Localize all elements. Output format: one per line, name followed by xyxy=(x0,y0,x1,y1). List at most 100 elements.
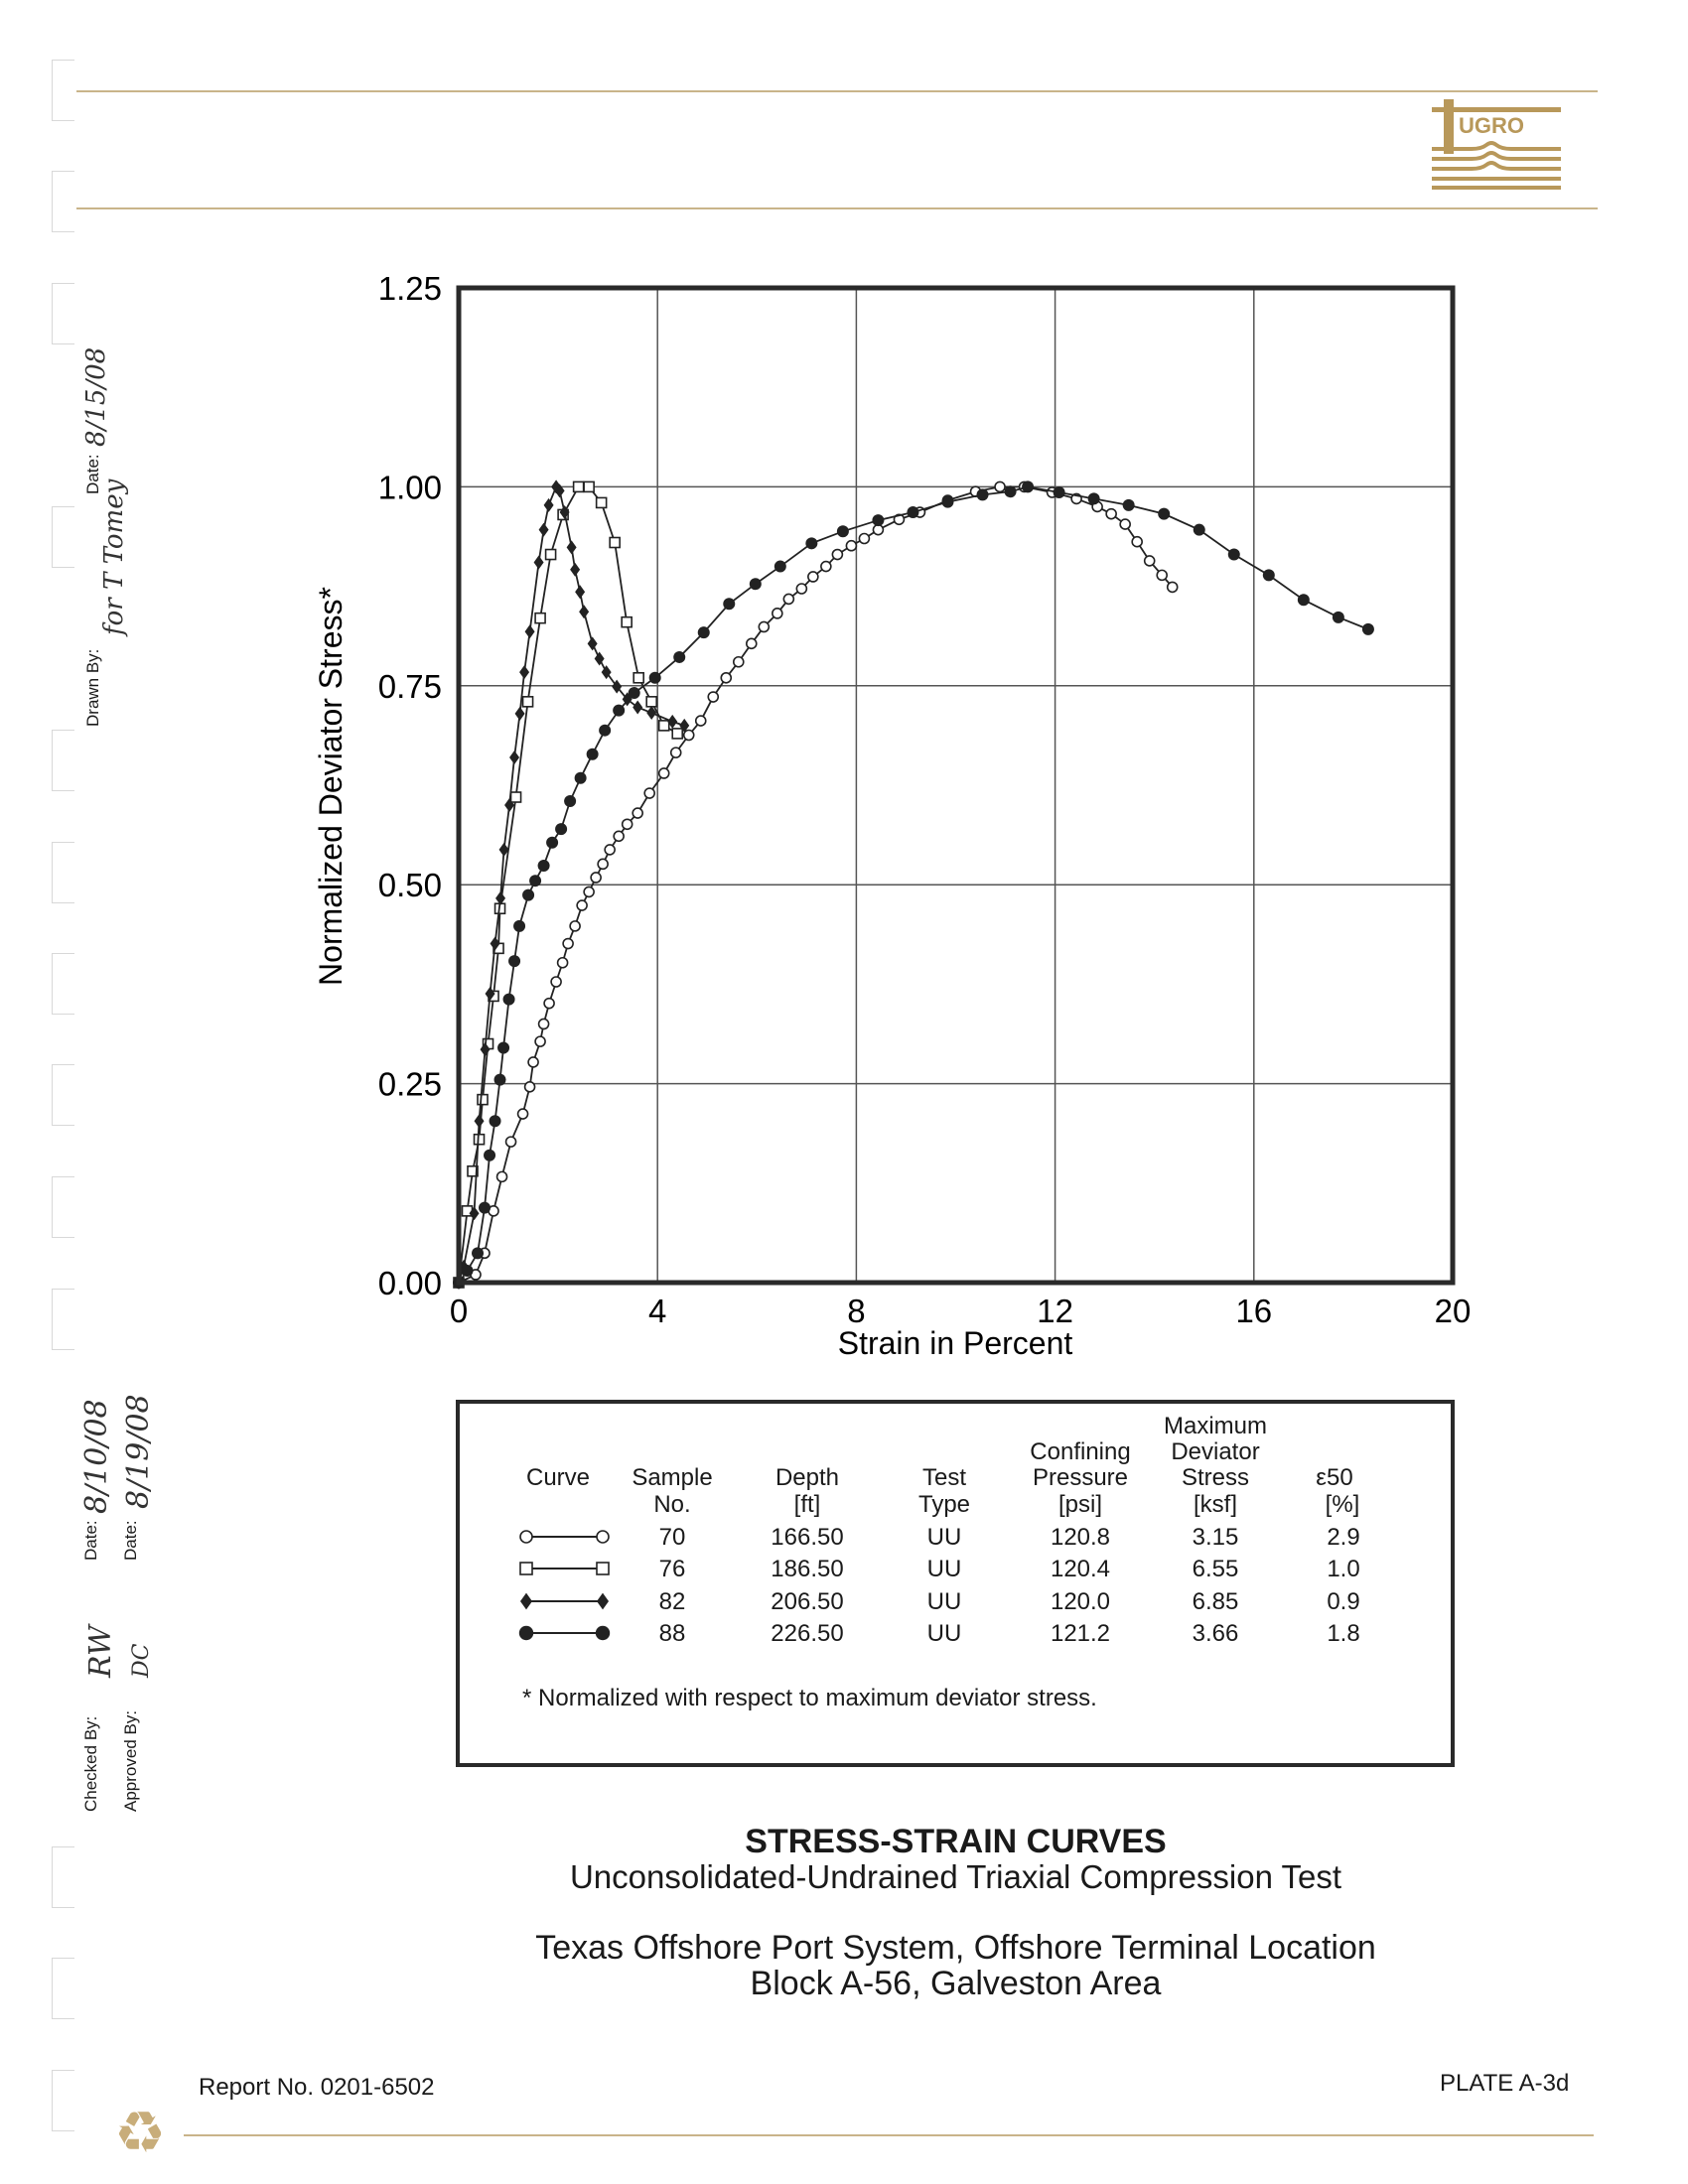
data-point-open-circle xyxy=(772,608,783,619)
data-point-open-circle xyxy=(519,1530,533,1544)
data-point-filled-circle xyxy=(513,919,526,932)
recycle-icon: ♻ xyxy=(114,2101,166,2165)
data-point-open-square xyxy=(671,728,684,740)
data-point-filled-circle xyxy=(497,1041,510,1054)
data-point-filled-diamond xyxy=(514,706,525,721)
data-point-filled-diamond xyxy=(520,1592,532,1610)
cell-confining: 120.0 xyxy=(1050,1588,1111,1615)
data-point-filled-circle xyxy=(774,560,786,573)
data-point-filled-diamond xyxy=(679,718,690,733)
data-point-filled-diamond xyxy=(601,665,612,680)
data-point-open-circle xyxy=(893,513,906,526)
x-tick-label: 12 xyxy=(1037,1293,1073,1329)
header-line-top xyxy=(76,90,1598,92)
cell-test: UU xyxy=(926,1588,962,1615)
data-point-filled-diamond xyxy=(495,890,506,905)
data-point-filled-diamond xyxy=(594,651,605,666)
data-point-open-circle xyxy=(537,1018,550,1030)
cell-sample: 70 xyxy=(658,1524,686,1551)
report-number: Report No. 0201-6502 xyxy=(199,2074,435,2101)
data-point-filled-circle xyxy=(522,888,535,901)
data-point-open-circle xyxy=(523,1081,536,1093)
data-point-open-circle xyxy=(576,899,588,911)
header-curve: Curve xyxy=(525,1464,591,1491)
data-point-filled-circle xyxy=(648,671,661,684)
series-70 xyxy=(453,480,1179,1289)
data-point-filled-diamond xyxy=(566,540,577,555)
data-point-filled-circle xyxy=(1158,507,1171,520)
data-point-filled-circle xyxy=(1193,523,1205,536)
y-tick-label: 1.00 xyxy=(378,469,442,505)
cell-confining: 120.4 xyxy=(1050,1556,1111,1582)
data-point-open-circle xyxy=(795,583,808,595)
data-point-filled-circle xyxy=(1087,492,1100,505)
header-test: Test xyxy=(921,1464,967,1491)
y-axis-title: Normalized Deviator Stress* xyxy=(313,587,349,986)
data-point-open-circle xyxy=(516,1108,529,1120)
data-point-filled-circle xyxy=(599,724,612,737)
data-point-filled-circle xyxy=(1022,480,1035,493)
header-stress-unit: [ksf] xyxy=(1193,1491,1238,1518)
y-tick-label: 0.25 xyxy=(378,1066,442,1103)
cell-sample: 88 xyxy=(658,1620,686,1647)
header-pressure-unit: [psi] xyxy=(1057,1491,1103,1518)
data-point-filled-diamond xyxy=(519,665,530,680)
cell-depth: 226.50 xyxy=(771,1620,844,1647)
footer-line xyxy=(184,2134,1594,2136)
data-point-open-circle xyxy=(1166,581,1179,594)
data-point-open-square xyxy=(544,548,557,561)
data-point-filled-diamond xyxy=(504,798,515,813)
cell-confining: 121.2 xyxy=(1050,1620,1111,1647)
data-point-open-circle xyxy=(1131,535,1143,548)
data-point-open-square xyxy=(583,480,595,493)
data-point-filled-circle xyxy=(836,525,849,538)
x-tick-label: 4 xyxy=(648,1293,666,1329)
data-point-open-circle xyxy=(597,858,609,871)
checked-by-label: Checked By: xyxy=(81,1715,100,1812)
data-point-filled-circle xyxy=(1361,622,1374,635)
data-point-open-circle xyxy=(1156,569,1169,582)
data-point-filled-diamond xyxy=(474,1114,485,1129)
series-line xyxy=(458,485,1369,1284)
header-pressure: Pressure xyxy=(1032,1464,1129,1491)
header-test-type: Type xyxy=(917,1491,971,1518)
data-point-filled-circle xyxy=(595,1625,611,1641)
data-point-filled-diamond xyxy=(538,522,549,537)
x-tick-label: 8 xyxy=(847,1293,865,1329)
cell-e50: 1.8 xyxy=(1327,1620,1360,1647)
data-point-open-circle xyxy=(782,593,795,606)
data-point-open-circle xyxy=(669,747,682,758)
legend-symbol-open-square xyxy=(519,1562,610,1575)
data-point-filled-circle xyxy=(1004,485,1017,498)
data-point-filled-diamond xyxy=(543,497,554,512)
data-point-open-circle xyxy=(527,1056,539,1068)
data-point-filled-diamond xyxy=(509,750,520,764)
x-tick-label: 16 xyxy=(1235,1293,1272,1329)
header-e50: ε50 xyxy=(1316,1464,1353,1491)
data-point-open-square xyxy=(595,496,608,509)
legend-symbol-open-circle xyxy=(519,1530,610,1544)
project-name: Texas Offshore Port System, Offshore Ter… xyxy=(535,1929,1376,1967)
data-point-open-square xyxy=(477,1093,489,1106)
data-point-open-circle xyxy=(807,571,819,583)
data-point-open-square xyxy=(534,612,546,624)
data-point-filled-circle xyxy=(461,1264,474,1277)
data-point-open-circle xyxy=(569,920,581,932)
data-point-open-circle xyxy=(872,523,885,536)
plot-frame xyxy=(456,285,1456,1286)
cell-maxdev: 3.15 xyxy=(1192,1524,1239,1551)
data-point-filled-diamond xyxy=(480,1042,491,1057)
data-point-filled-diamond xyxy=(612,679,623,694)
data-point-filled-circle xyxy=(907,506,919,519)
data-point-filled-diamond xyxy=(646,706,657,721)
data-point-filled-circle xyxy=(1053,486,1065,499)
data-point-filled-diamond xyxy=(469,1206,480,1221)
stress-strain-chart: 0 4 8 12 16 20 0.00 0.25 0.50 0.75 1.00 1.25 Strain… xyxy=(313,270,1471,1361)
subtitle: Unconsolidated-Undrained Triaxial Compre… xyxy=(569,1858,1342,1895)
header-e50-unit: [%] xyxy=(1325,1491,1360,1518)
data-point-open-circle xyxy=(543,997,555,1010)
data-point-open-circle xyxy=(820,560,832,573)
cell-depth: 206.50 xyxy=(771,1588,844,1615)
data-point-filled-circle xyxy=(555,823,568,836)
data-point-open-circle xyxy=(707,691,720,703)
